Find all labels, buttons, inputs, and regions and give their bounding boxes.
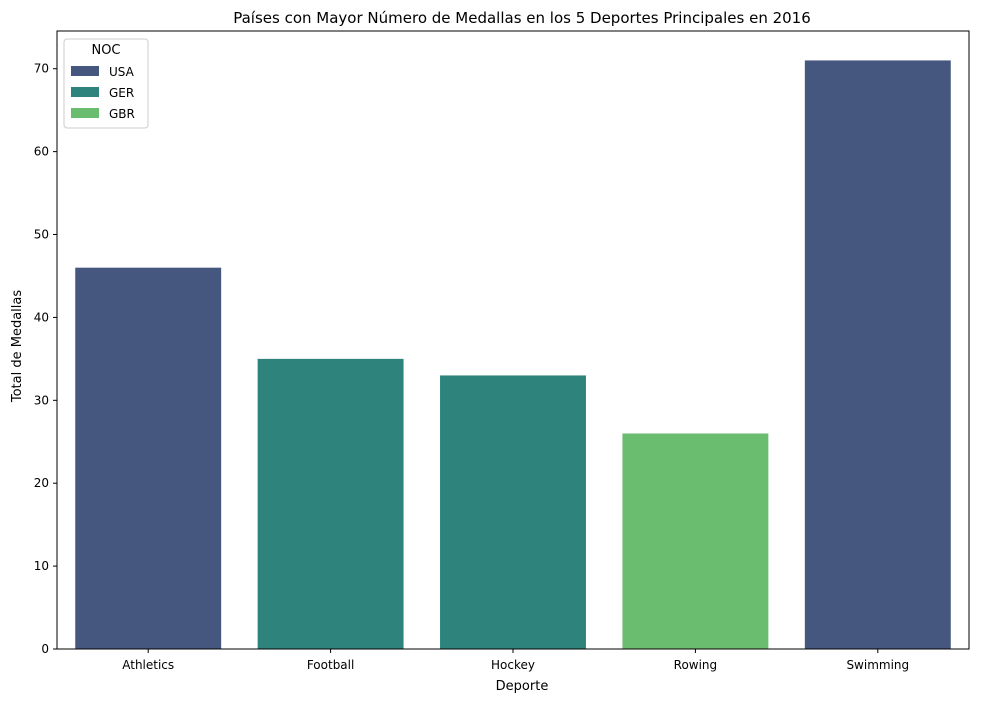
y-tick-label: 10 <box>34 559 49 573</box>
y-tick-label: 30 <box>34 393 49 407</box>
bar-swimming <box>804 60 951 649</box>
y-axis-label: Total de Medallas <box>10 290 25 403</box>
legend-title: NOC <box>91 43 120 58</box>
x-tick-label: Hockey <box>491 658 535 672</box>
x-axis-label: Deporte <box>496 679 549 694</box>
legend-frame <box>63 38 149 129</box>
y-tick-label: 20 <box>34 476 49 490</box>
x-axis: Athletics Football Hockey Rowing Swimming <box>122 649 909 672</box>
legend: NOC USA GER GBR <box>63 38 149 129</box>
legend-swatch-ger <box>71 87 99 97</box>
y-tick-label: 0 <box>41 642 49 656</box>
y-tick-label: 70 <box>34 62 49 76</box>
x-tick-label: Rowing <box>674 658 718 672</box>
legend-label-ger: GER <box>109 86 134 100</box>
y-axis: 0 10 20 30 40 50 60 70 <box>34 62 57 656</box>
y-tick-label: 40 <box>34 310 49 324</box>
bar-football <box>257 358 404 649</box>
x-tick-label: Football <box>307 658 355 672</box>
legend-swatch-gbr <box>71 108 99 118</box>
bar-rowing <box>622 433 769 649</box>
legend-label-gbr: GBR <box>109 107 135 121</box>
y-tick-label: 50 <box>34 228 49 242</box>
x-tick-label: Athletics <box>122 658 174 672</box>
bar-hockey <box>440 375 586 649</box>
x-tick-label: Swimming <box>846 658 909 672</box>
y-tick-label: 60 <box>34 145 49 159</box>
chart-title: Países con Mayor Número de Medallas en l… <box>233 9 811 27</box>
legend-label-usa: USA <box>109 65 135 79</box>
legend-swatch-usa <box>71 66 99 76</box>
plot-area <box>56 30 970 650</box>
bar-athletics <box>75 267 222 649</box>
